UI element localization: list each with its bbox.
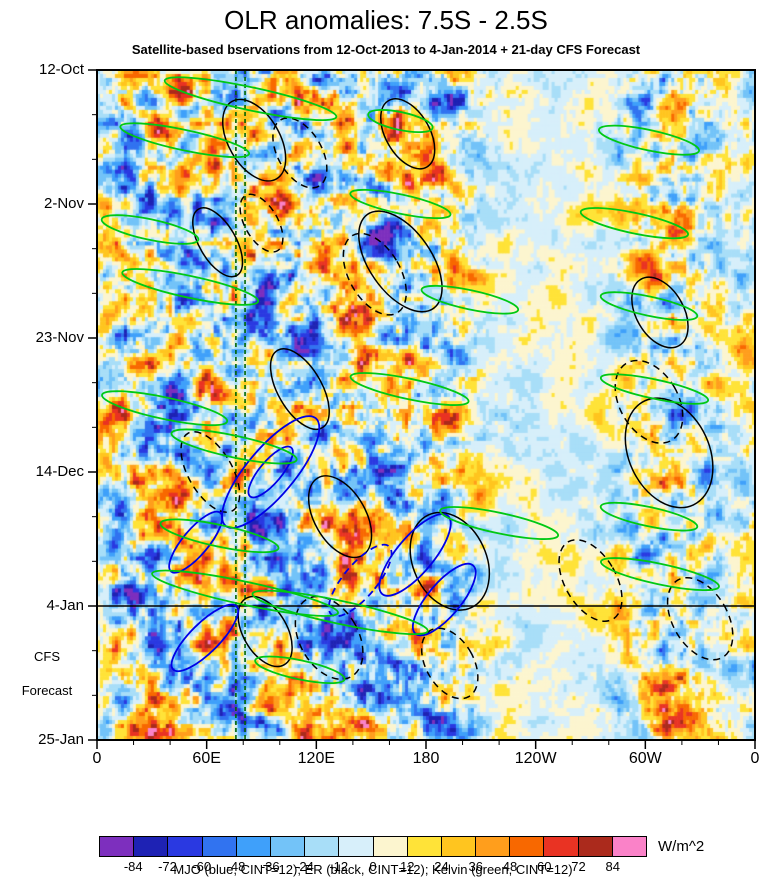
colorbar-segment	[372, 837, 407, 856]
colorbar-segment	[577, 837, 612, 856]
colorbar-segment	[406, 837, 441, 856]
colorbar-tick-label: 24	[434, 859, 449, 874]
colorbar-segment	[338, 837, 373, 856]
colorbar-segment	[304, 837, 339, 856]
olr-anomaly-field-canvas	[97, 70, 755, 740]
colorbar-segment	[440, 837, 476, 856]
colorbar-segment	[201, 837, 236, 856]
x-tick-label: 60E	[192, 750, 221, 767]
y-tick-label: 25-Jan	[38, 731, 84, 748]
colorbar-unit-label: W/m^2	[658, 838, 705, 855]
x-tick-label: 60W	[628, 750, 662, 767]
x-tick-label: 120W	[514, 750, 557, 767]
colorbar-tick-label: 12	[400, 859, 415, 874]
colorbar-tick-label: -84	[123, 859, 143, 874]
colorbar-segment	[269, 837, 305, 856]
colorbar-tick-label: -24	[295, 859, 314, 874]
y-tick-label: 4-Jan	[46, 597, 84, 614]
y-tick-label: 2-Nov	[43, 195, 84, 212]
y-tick-label: 12-Oct	[38, 61, 84, 78]
cfs-forecast-label: CFS Forecast	[6, 650, 88, 697]
y-tick-label: 23-Nov	[35, 329, 84, 346]
colorbar-tick-label: 72	[571, 859, 586, 874]
colorbar-tick-label: -72	[158, 859, 177, 874]
colorbar-tick-label: 84	[605, 859, 620, 874]
colorbar	[99, 836, 647, 857]
x-tick-label: 180	[412, 750, 440, 767]
x-tick-label: 120E	[297, 750, 336, 767]
colorbar-tick-label: 60	[537, 859, 552, 874]
cfs-label-line1: CFS	[34, 649, 60, 664]
colorbar-tick-label: -36	[260, 859, 280, 874]
chart-subtitle: Satellite-based bservations from 12-Oct-…	[131, 42, 641, 57]
colorbar-segment	[133, 837, 168, 856]
chart-title: OLR anomalies: 7.5S - 2.5S	[224, 5, 548, 35]
x-tick-label: 0	[92, 750, 102, 767]
colorbar-tick-label: 36	[468, 859, 483, 874]
colorbar-segment	[611, 837, 646, 856]
colorbar-segment	[167, 837, 202, 856]
colorbar-tick-label: -60	[192, 859, 212, 874]
y-tick-label: 14-Dec	[35, 463, 84, 480]
colorbar-segment	[543, 837, 578, 856]
colorbar-segment	[509, 837, 544, 856]
colorbar-segment	[475, 837, 510, 856]
legend-footnote: MJO (blue, CINT=12); ER (black, CINT=12)…	[173, 862, 573, 877]
colorbar-tick-label: 0	[369, 859, 377, 874]
colorbar-segment	[235, 837, 270, 856]
colorbar-segment	[100, 837, 134, 856]
cfs-label-line2: Forecast	[21, 683, 73, 698]
colorbar-tick-label: -48	[226, 859, 246, 874]
colorbar-tick-label: 48	[502, 859, 518, 874]
colorbar-tick-label: -12	[329, 859, 349, 874]
x-tick-label: 0	[750, 750, 760, 767]
